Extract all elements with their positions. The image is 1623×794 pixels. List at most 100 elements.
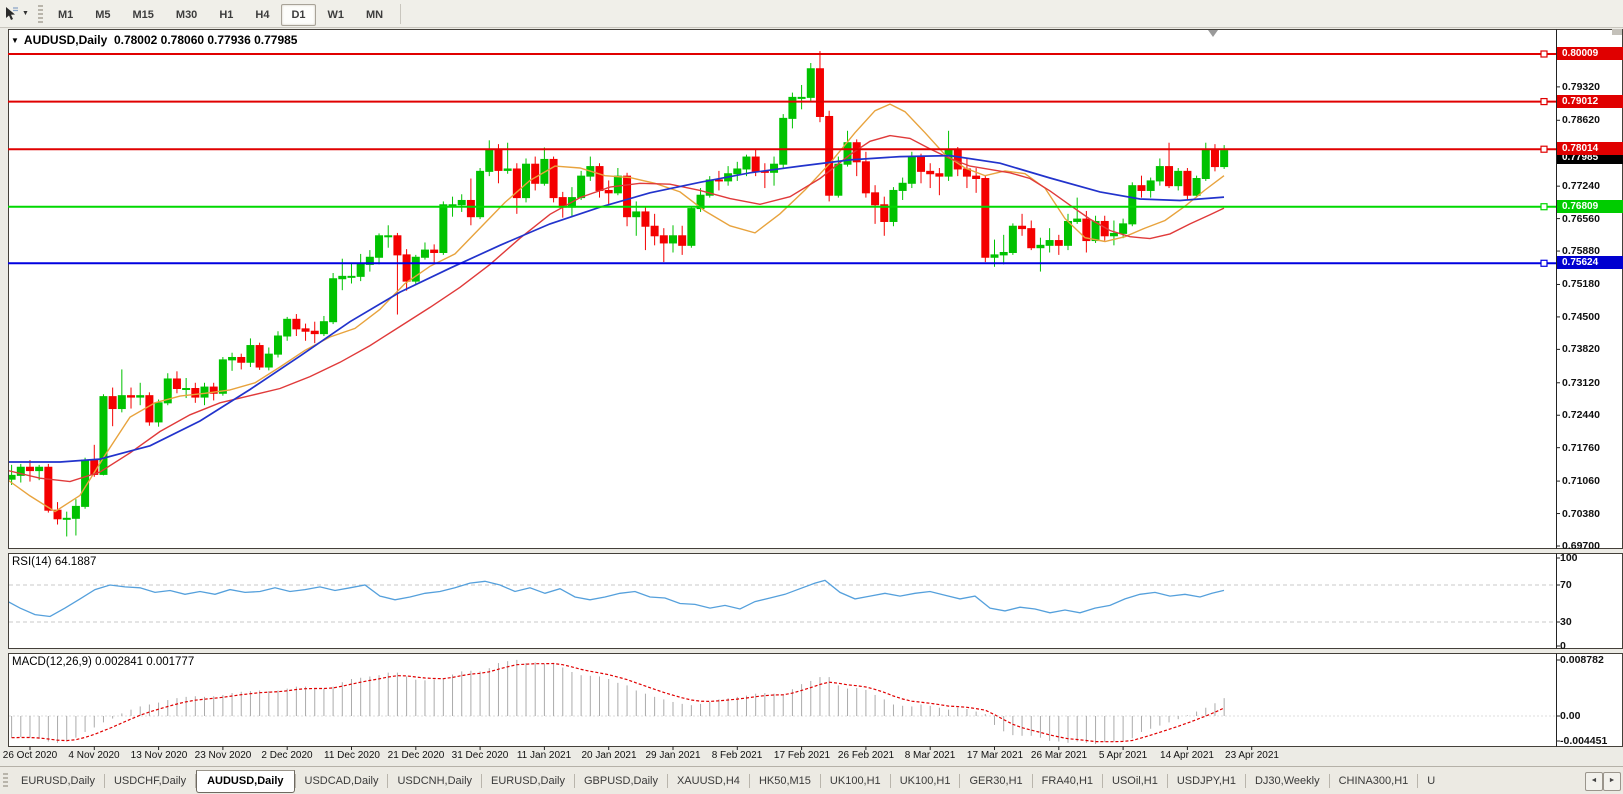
price-axis-label: 0.78620 [1562,114,1600,126]
price-axis-label: 0.77240 [1562,180,1600,192]
hline-price-tag: 0.79012 [1557,95,1623,108]
rsi-line [9,579,1225,618]
price-axis-label: 0.71760 [1562,442,1600,454]
timeframe-button-mn[interactable]: MN [366,8,384,21]
price-axis-label: 0.73120 [1562,377,1600,389]
chart-symbol-period: AUDUSD,Daily [23,33,108,47]
chart-tab-gbpusd-daily[interactable]: GBPUSD,Daily [584,774,658,787]
timeframe-button-w1[interactable]: W1 [327,8,345,21]
tab-separator [666,774,668,788]
rsi-panel [8,553,1623,649]
chart-tab-bar: EURUSD,Daily USDCHF,Daily AUDUSD,Daily USDC… [0,766,1623,794]
date-label: 26 Mar 2021 [1030,750,1088,761]
hline-handle-icon[interactable] [1540,259,1548,267]
splitter-rsi-macd[interactable] [8,649,1622,653]
date-label: 14 Apr 2021 [1160,750,1214,761]
price-axis-label: 0.69700 [1562,540,1600,552]
tab-separator [294,774,296,788]
chart-dropdown-caret-icon[interactable]: ▼ [11,36,19,45]
rsi-axis-label: 30 [1560,616,1572,628]
date-label: 31 Dec 2020 [451,750,509,761]
tab-separator [889,774,891,788]
chart-cursor-icon[interactable] [2,5,20,23]
chart-tab-eurusd-daily[interactable]: EURUSD,Daily [21,774,95,787]
chart-ohlc-quote: 0.78002 0.78060 0.77936 0.77985 [113,33,298,47]
timeframe-button-d1[interactable]: D1 [281,3,316,26]
tabbar-scroll-right-button[interactable]: ► [1603,772,1621,791]
chart-tab-uk100-h1[interactable]: UK100,H1 [899,774,951,787]
chart-tab-usdcnh-daily[interactable]: USDCNH,Daily [397,774,473,787]
price-axis-label: 0.76560 [1562,213,1600,225]
chart-tab-dj30-weekly[interactable]: DJ30,Weekly [1254,774,1320,787]
toolbar-grip[interactable] [37,4,43,23]
price-axis-label: 0.70380 [1562,508,1600,520]
timeframe-button-h4[interactable]: H4 [255,8,270,21]
toolbar-separator [400,3,402,24]
chart-tab-ger30-h1[interactable]: GER30,H1 [969,774,1023,787]
chart-tab-eurusd-daily[interactable]: EURUSD,Daily [491,774,565,787]
chart-tab-xauusd-h4[interactable]: XAUUSD,H4 [676,774,740,787]
hline-price-tag: 0.76809 [1557,200,1623,213]
hline-handle-icon[interactable] [1540,145,1548,153]
chart-tab-u[interactable]: U [1427,774,1436,787]
date-label: 20 Jan 2021 [581,750,637,761]
chart-tab-china300-h1[interactable]: CHINA300,H1 [1338,774,1409,787]
timeframe-button-m1[interactable]: M1 [57,8,74,21]
tab-separator [195,774,197,788]
ma-slow-line [9,154,1225,463]
timeframe-button-h1[interactable]: H1 [219,8,234,21]
tabbar-scroll-left-button[interactable]: ◄ [1585,772,1603,791]
price-axis-label: 0.72440 [1562,409,1600,421]
date-label: 23 Apr 2021 [1225,750,1279,761]
timeframe-button-m30[interactable]: M30 [175,8,198,21]
chart-tab-hk50-m15[interactable]: HK50,M15 [758,774,811,787]
timeframe-button-m15[interactable]: M15 [132,8,154,21]
chart-title: ▼ AUDUSD,Daily 0.78002 0.78060 0.77936 0.… [11,33,297,47]
tab-separator [1031,774,1033,788]
date-label: 23 Nov 2020 [194,750,252,761]
candlestick-series [9,51,1229,537]
date-label: 5 Apr 2021 [1098,750,1148,761]
timeframe-button-group: M1 M5 M15 M30 H1 H4 D1 W1 MN [47,3,394,26]
price-axis-label: 0.73820 [1562,343,1600,355]
rsi-axis-label: 70 [1560,579,1572,591]
date-label: 13 Nov 2020 [130,750,188,761]
chart-tab-usdchf-daily[interactable]: USDCHF,Daily [113,774,187,787]
chart-tab-fra40-h1[interactable]: FRA40,H1 [1041,774,1094,787]
date-label: 17 Feb 2021 [773,750,831,761]
hline-handle-icon[interactable] [1540,50,1548,58]
price-axis-label: 0.71060 [1562,475,1600,487]
hline-handle-icon[interactable] [1540,97,1548,106]
tool-dropdown-caret-icon[interactable]: ▼ [22,10,29,17]
macd-axis-label: 0.008782 [1560,654,1604,666]
chart-tab-usoil-h1[interactable]: USOil,H1 [1112,774,1158,787]
date-label: 11 Jan 2021 [516,750,572,761]
tab-separator [748,774,750,788]
tab-separator [959,774,961,788]
macd-axis-label: -0.004451 [1560,735,1608,747]
macd-histogram [11,659,1225,745]
price-axis-label: 0.74500 [1562,311,1600,323]
rsi-axis-label: 0 [1560,640,1566,652]
date-label: 8 Mar 2021 [904,750,956,761]
timeframe-button-m5[interactable]: M5 [95,8,111,21]
splitter-main-rsi[interactable] [8,549,1622,553]
chart-tab-usdjpy-h1[interactable]: USDJPY,H1 [1176,774,1236,787]
tab-separator [1328,774,1330,788]
main-price-panel [8,29,1623,549]
tab-separator [481,774,483,788]
tabs-container: EURUSD,Daily USDCHF,Daily AUDUSD,Daily USDC… [12,769,1444,793]
price-axis-label: 0.75880 [1562,245,1600,257]
tab-separator [387,774,389,788]
chart-shift-marker-icon[interactable] [1208,30,1218,37]
rsi-axis-label: 100 [1560,552,1578,564]
chart-tab-usdcad-daily[interactable]: USDCAD,Daily [304,774,379,787]
hline-handle-icon[interactable] [1540,203,1548,211]
chart-tab-uk100-h1[interactable]: UK100,H1 [829,774,881,787]
price-axis-label: 0.79320 [1562,81,1600,93]
date-label: 4 Nov 2020 [68,750,120,761]
tabbar-grip[interactable] [3,773,8,789]
tab-separator [574,774,575,788]
chart-tab-audusd-daily[interactable]: AUDUSD,Daily [196,769,295,793]
